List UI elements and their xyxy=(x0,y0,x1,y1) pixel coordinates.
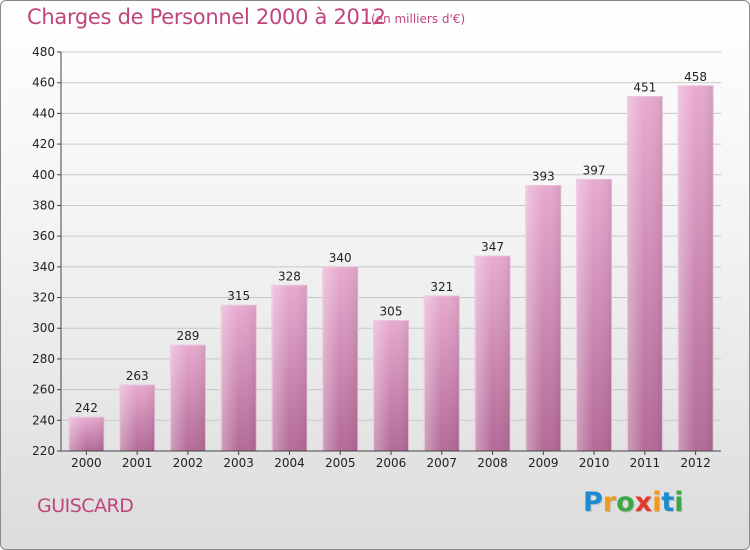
bar-value-label: 315 xyxy=(227,289,250,303)
x-tick-label: 2010 xyxy=(579,456,610,470)
bar-value-label: 289 xyxy=(176,329,199,343)
bar-shine xyxy=(271,285,307,451)
y-tick-label: 440 xyxy=(32,106,55,120)
bar-value-label: 393 xyxy=(532,170,555,184)
bar-value-label: 328 xyxy=(278,269,301,283)
bar-shine xyxy=(627,96,663,451)
bar-shine xyxy=(678,85,714,451)
y-tick-label: 400 xyxy=(32,168,55,182)
x-tick-label: 2008 xyxy=(477,456,508,470)
y-tick-label: 460 xyxy=(32,76,55,90)
bar-shine xyxy=(373,320,409,451)
bar-shine xyxy=(221,305,257,451)
bar-shine xyxy=(322,266,358,451)
y-tick-label: 480 xyxy=(32,45,55,59)
proxiti-logo[interactable]: Proxiti xyxy=(583,487,684,518)
bar-shine xyxy=(170,345,206,451)
x-tick-label: 2000 xyxy=(71,456,102,470)
logo-letter: t xyxy=(661,487,675,518)
x-tick-label: 2005 xyxy=(325,456,356,470)
bar-value-label: 321 xyxy=(430,280,453,294)
y-tick-label: 380 xyxy=(32,198,55,212)
y-tick-label: 220 xyxy=(32,444,55,458)
y-tick-label: 260 xyxy=(32,383,55,397)
y-tick-label: 420 xyxy=(32,137,55,151)
x-tick-label: 2011 xyxy=(630,456,661,470)
commune-name: GUISCARD xyxy=(37,495,134,517)
x-tick-label: 2003 xyxy=(223,456,254,470)
x-tick-label: 2012 xyxy=(680,456,711,470)
y-tick-label: 320 xyxy=(32,291,55,305)
x-tick-label: 2009 xyxy=(528,456,559,470)
bars: 242 263 289 315 328 340 305 321 347 393 397 451 458 xyxy=(68,70,714,452)
bar-value-label: 397 xyxy=(583,163,606,177)
bar-shine xyxy=(68,417,104,451)
y-tick-label: 300 xyxy=(32,321,55,335)
logo-letter: P xyxy=(583,487,603,518)
logo-letter: r xyxy=(602,487,617,518)
logo-letter: i xyxy=(674,487,684,518)
y-tick-label: 240 xyxy=(32,413,55,427)
bar-shine xyxy=(119,385,155,451)
axes: 220 240 260 280 300 320 340 360 380 400 420 440 460 4… xyxy=(32,45,721,470)
bar-value-label: 305 xyxy=(380,305,403,319)
bar-shine xyxy=(525,185,561,451)
y-tick-label: 360 xyxy=(32,229,55,243)
logo-letter: o xyxy=(616,487,635,518)
x-tick-label: 2001 xyxy=(122,456,153,470)
x-tick-label: 2006 xyxy=(376,456,407,470)
logo-letter: x xyxy=(634,487,653,518)
bar-shine xyxy=(424,296,460,451)
bar-shine xyxy=(576,179,612,451)
y-tick-label: 340 xyxy=(32,260,55,274)
bar-value-label: 340 xyxy=(329,251,352,265)
bar-value-label: 451 xyxy=(633,81,656,95)
x-tick-label: 2007 xyxy=(426,456,457,470)
bar-value-label: 347 xyxy=(481,240,504,254)
y-tick-label: 280 xyxy=(32,352,55,366)
chart-subtitle: (en milliers d'€) xyxy=(371,12,466,26)
bar-value-label: 263 xyxy=(126,369,149,383)
chart-title: Charges de Personnel 2000 à 2012 xyxy=(27,5,386,29)
bar-value-label: 458 xyxy=(684,70,707,84)
bar-shine xyxy=(475,256,511,451)
x-tick-label: 2002 xyxy=(173,456,204,470)
x-tick-label: 2004 xyxy=(274,456,305,470)
bar-value-label: 242 xyxy=(75,401,98,415)
logo-letter: i xyxy=(652,487,662,518)
